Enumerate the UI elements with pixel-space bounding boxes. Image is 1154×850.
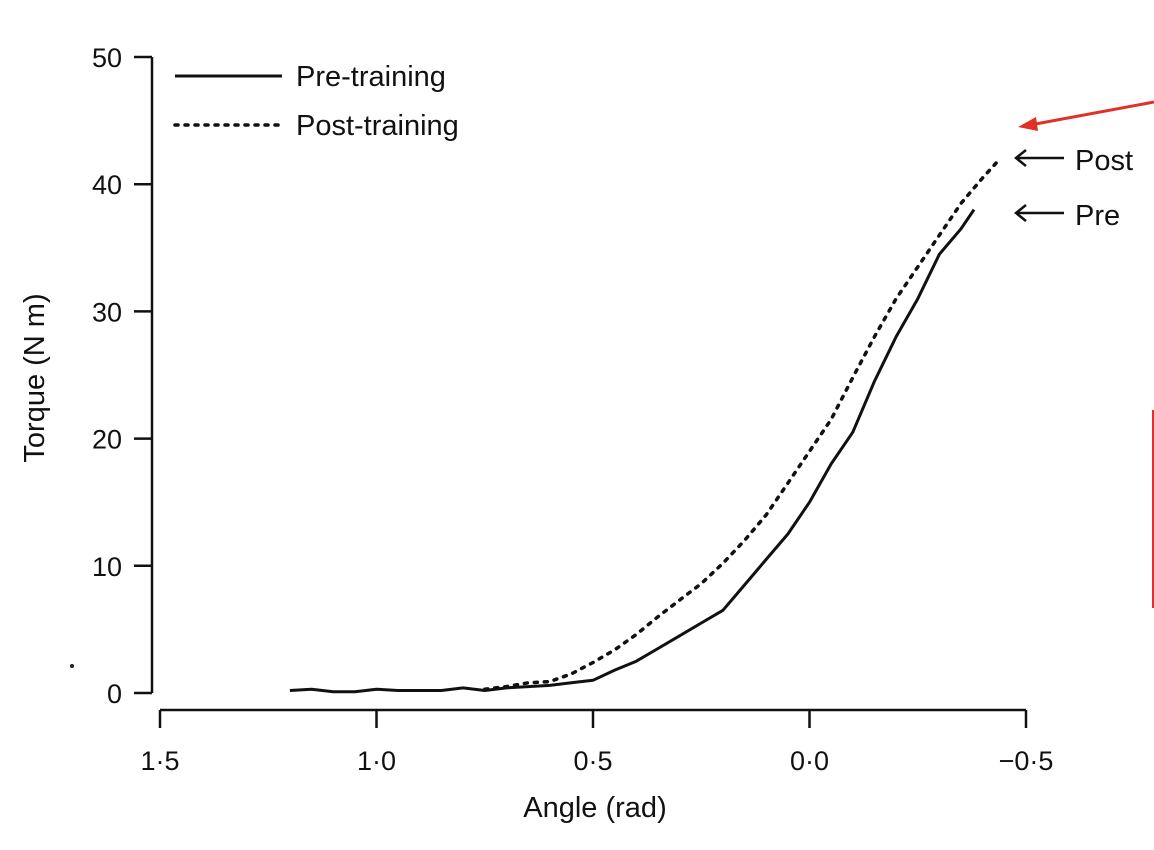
x-tick-label: 0·0: [790, 746, 829, 776]
x-tick-label: −0·5: [999, 746, 1054, 776]
legend: Pre-training Post-training: [173, 61, 459, 142]
y-axis-title: Torque (N m): [19, 293, 51, 462]
red-arrow-line: [1029, 100, 1154, 127]
y-tick-label: 50: [92, 43, 122, 73]
annotation-pre: Pre: [1013, 200, 1120, 232]
series-line-post-training: [483, 157, 1002, 691]
x-tick-label: 1·0: [357, 746, 396, 776]
legend-label-pre-training: Pre-training: [296, 61, 446, 93]
y-tick-label: 0: [107, 679, 122, 709]
post-arrowhead-icon: [1013, 149, 1027, 167]
red-arrowhead-icon: [1018, 117, 1038, 131]
pre-arrowhead-icon: [1013, 204, 1027, 222]
series-line-pre-training: [289, 208, 976, 694]
y-tick-label: 40: [92, 170, 122, 200]
stray-dot: [70, 664, 74, 668]
y-ticks: 0 10 20 30 40 50: [92, 43, 152, 709]
x-axis-title: Angle (rad): [523, 792, 666, 824]
x-tick-label: 1·5: [140, 746, 179, 776]
annotation-label-post: Post: [1075, 145, 1133, 177]
y-tick-label: 30: [92, 297, 122, 327]
annotation-post: Post: [1013, 145, 1133, 177]
x-tick-label: 0·5: [573, 746, 612, 776]
annotation-label-pre: Pre: [1075, 200, 1120, 232]
y-tick-label: 20: [92, 425, 122, 455]
x-ticks: 1·5 1·0 0·5 0·0 −0·5: [140, 710, 1053, 776]
y-tick-label: 10: [92, 552, 122, 582]
legend-label-post-training: Post-training: [296, 110, 459, 142]
